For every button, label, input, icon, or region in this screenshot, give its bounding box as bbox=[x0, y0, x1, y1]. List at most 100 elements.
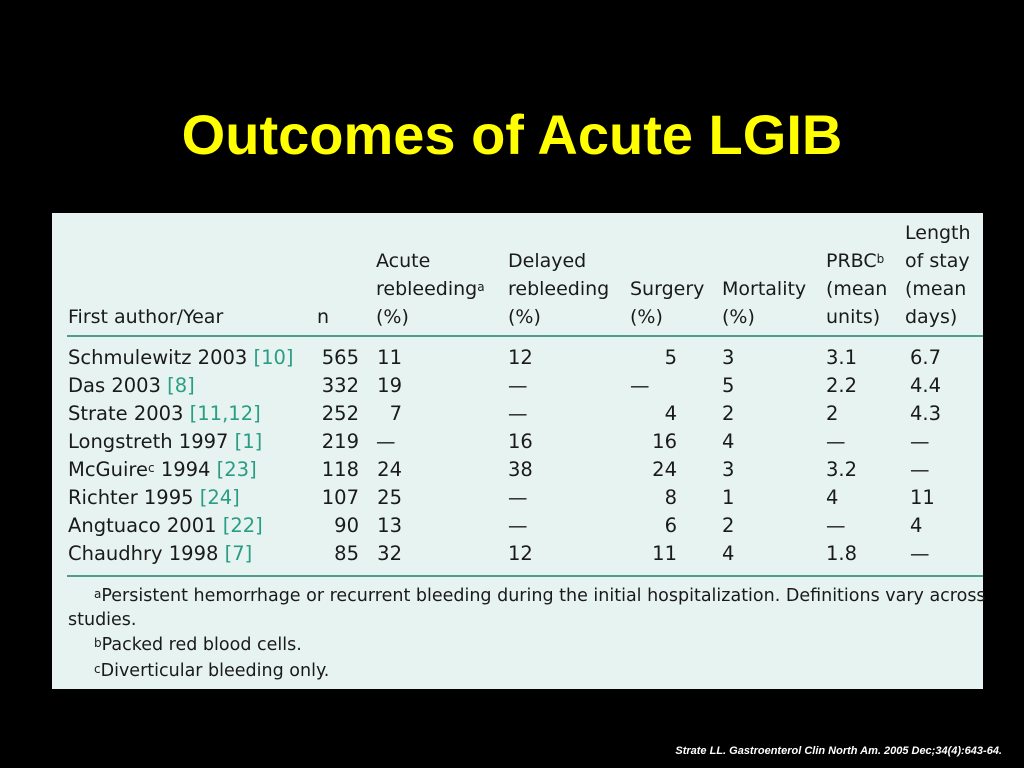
cell-n: 90 bbox=[334, 514, 359, 537]
cell-surgery: 5 bbox=[664, 346, 677, 369]
cell-surgery: 11 bbox=[652, 542, 677, 565]
cell-acute: — bbox=[376, 430, 396, 453]
reference-link: [7] bbox=[218, 542, 253, 565]
cell-surgery: 6 bbox=[664, 514, 677, 537]
cell-n: 118 bbox=[321, 458, 359, 481]
row-author: Das 2003 [8] bbox=[68, 374, 195, 397]
header-delayed-line2: rebleeding bbox=[508, 278, 610, 300]
cell-prbc: 3.1 bbox=[826, 346, 858, 369]
cell-surgery: 8 bbox=[664, 486, 677, 509]
cell-los: 11 bbox=[910, 486, 935, 509]
cell-n: 219 bbox=[321, 430, 359, 453]
cell-prbc: 3.2 bbox=[826, 458, 858, 481]
cell-prbc: 2 bbox=[826, 402, 839, 425]
cell-surgery: 16 bbox=[652, 430, 677, 453]
footnote-a-continued: studies. bbox=[68, 610, 137, 630]
cell-prbc: — bbox=[826, 430, 846, 453]
cell-n: 252 bbox=[321, 402, 359, 425]
cell-delayed: 12 bbox=[508, 346, 533, 369]
reference-link: [8] bbox=[160, 374, 195, 397]
header-delayed-line3: (%) bbox=[508, 306, 541, 328]
row-author: Strate 2003 [11,12] bbox=[68, 402, 261, 425]
header-los-line3: (mean bbox=[905, 278, 967, 300]
cell-delayed: — bbox=[508, 402, 528, 425]
header-surgery-line1: Surgery bbox=[630, 278, 705, 300]
cell-mortality: 4 bbox=[722, 430, 735, 453]
reference-link: [1] bbox=[228, 430, 263, 453]
header-prbc-line2: (mean bbox=[826, 278, 888, 300]
outcomes-table: First author/Year n Acute rebleeding a (%… bbox=[52, 213, 986, 689]
cell-mortality: 1 bbox=[722, 486, 735, 509]
cell-los: — bbox=[910, 542, 930, 565]
cell-acute: 7 bbox=[389, 402, 402, 425]
cell-los: — bbox=[910, 458, 930, 481]
cell-prbc: 2.2 bbox=[826, 374, 858, 397]
row-author: Angtuaco 2001 [22] bbox=[68, 514, 263, 537]
row-author: Chaudhry 1998 [7] bbox=[68, 542, 253, 565]
cell-mortality: 2 bbox=[722, 514, 735, 537]
footnote-mark-b: b bbox=[876, 252, 885, 266]
cell-n: 85 bbox=[334, 542, 359, 565]
footer-rule bbox=[67, 575, 983, 577]
row-author: Longstreth 1997 [1] bbox=[68, 430, 263, 453]
footnote-mark-a: a bbox=[477, 280, 485, 294]
header-acute-line3: (%) bbox=[376, 306, 409, 328]
header-rule bbox=[67, 335, 983, 337]
reference-link: [10] bbox=[247, 346, 294, 369]
cell-los: 4.4 bbox=[910, 374, 942, 397]
header-acute-line1: Acute bbox=[376, 250, 431, 272]
reference-link: [22] bbox=[216, 514, 263, 537]
cell-prbc: — bbox=[826, 514, 846, 537]
cell-acute: 13 bbox=[377, 514, 402, 537]
citation: Strate LL. Gastroenterol Clin North Am. … bbox=[675, 745, 1002, 757]
header-los-line4: days) bbox=[905, 306, 958, 328]
cell-mortality: 5 bbox=[722, 374, 735, 397]
header-prbc-line1: PRBCb bbox=[826, 250, 885, 272]
header-mortality-line2: (%) bbox=[722, 306, 755, 328]
header-los-line1: Length bbox=[905, 222, 971, 244]
footnote-b: bPacked red blood cells. bbox=[94, 635, 302, 655]
cell-los: 6.7 bbox=[910, 346, 942, 369]
cell-acute: 19 bbox=[377, 374, 402, 397]
reference-link: [11,12] bbox=[183, 402, 261, 425]
cell-los: 4 bbox=[910, 514, 923, 537]
cell-n: 332 bbox=[321, 374, 359, 397]
header-author: First author/Year bbox=[68, 306, 224, 328]
header-delayed-line1: Delayed bbox=[508, 250, 587, 272]
cell-delayed: 16 bbox=[508, 430, 533, 453]
cell-acute: 11 bbox=[377, 346, 402, 369]
row-author: McGuirec 1994 [23] bbox=[68, 458, 257, 481]
header-n: n bbox=[317, 306, 330, 328]
cell-delayed: 12 bbox=[508, 542, 533, 565]
cell-surgery: — bbox=[630, 374, 650, 397]
cell-los: — bbox=[910, 430, 930, 453]
header-los-line2: of stay bbox=[905, 250, 970, 272]
cell-prbc: 4 bbox=[826, 486, 839, 509]
header-surgery-line2: (%) bbox=[630, 306, 663, 328]
header-prbc-line3: units) bbox=[826, 306, 881, 328]
cell-delayed: — bbox=[508, 486, 528, 509]
cell-acute: 24 bbox=[377, 458, 402, 481]
cell-mortality: 4 bbox=[722, 542, 735, 565]
cell-delayed: 38 bbox=[508, 458, 533, 481]
footnote-c: cDiverticular bleeding only. bbox=[94, 661, 330, 681]
cell-mortality: 2 bbox=[722, 402, 735, 425]
row-author: Richter 1995 [24] bbox=[68, 486, 240, 509]
cell-n: 565 bbox=[321, 346, 359, 369]
cell-delayed: — bbox=[508, 374, 528, 397]
row-author: Schmulewitz 2003 [10] bbox=[68, 346, 294, 369]
cell-delayed: — bbox=[508, 514, 528, 537]
reference-link: [23] bbox=[210, 458, 257, 481]
cell-mortality: 3 bbox=[722, 458, 735, 481]
reference-link: [24] bbox=[193, 486, 240, 509]
cell-surgery: 24 bbox=[652, 458, 677, 481]
cell-surgery: 4 bbox=[664, 402, 677, 425]
cell-mortality: 3 bbox=[722, 346, 735, 369]
slide-title: Outcomes of Acute LGIB bbox=[181, 103, 843, 166]
cell-acute: 32 bbox=[377, 542, 402, 565]
cell-acute: 25 bbox=[377, 486, 402, 509]
cell-prbc: 1.8 bbox=[826, 542, 858, 565]
header-mortality-line1: Mortality bbox=[722, 278, 807, 300]
footnote-a: aPersistent hemorrhage or recurrent blee… bbox=[94, 586, 986, 606]
cell-los: 4.3 bbox=[910, 402, 942, 425]
